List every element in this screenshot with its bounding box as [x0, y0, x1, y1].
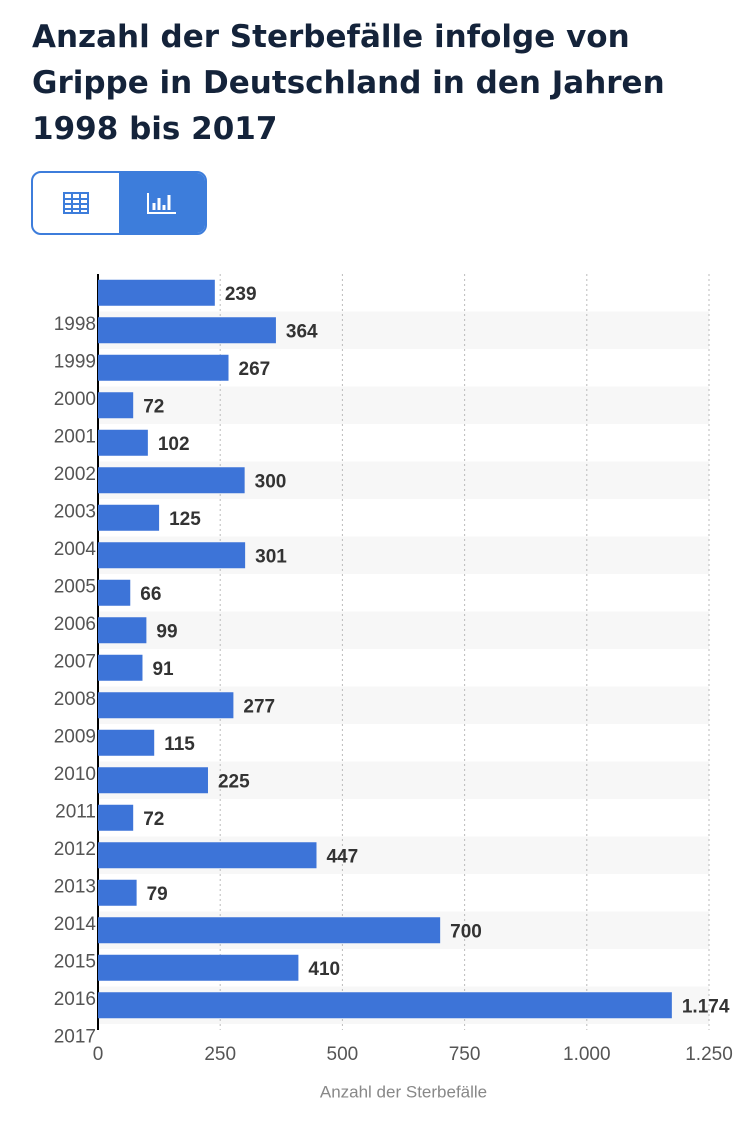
value-label: 1.174: [682, 996, 730, 1017]
value-label: 72: [143, 809, 164, 830]
chart-view-button[interactable]: [119, 173, 205, 233]
row-stripe: [98, 386, 709, 424]
y-tick-label: 2015: [54, 951, 96, 972]
y-tick-label: 2017: [54, 1026, 96, 1047]
bar: [98, 767, 208, 794]
y-tick-label: 1998: [54, 314, 96, 335]
y-tick-label: 2002: [54, 464, 96, 485]
row-stripe: [98, 611, 709, 649]
y-tick-label: 2007: [54, 651, 96, 672]
bar: [98, 504, 160, 531]
value-label: 447: [326, 846, 358, 867]
chart-title: Anzahl der Sterbefälle infolge von Gripp…: [32, 19, 665, 147]
x-tick-label: 1.000: [563, 1044, 611, 1065]
y-tick-label: 2014: [54, 914, 97, 935]
x-tick-label: 0: [93, 1044, 104, 1065]
y-tick-label: 2011: [55, 801, 96, 822]
y-tick-label: 2013: [54, 876, 96, 897]
value-label: 91: [152, 659, 174, 680]
bar: [98, 467, 245, 494]
bar: [98, 354, 229, 381]
value-label: 239: [225, 284, 257, 305]
x-tick-label: 750: [449, 1044, 481, 1065]
y-tick-label: 2008: [54, 689, 96, 710]
x-tick-label: 250: [204, 1044, 236, 1065]
value-label: 300: [255, 471, 287, 492]
value-label: 301: [255, 546, 287, 567]
x-tick-label: 1.250: [685, 1044, 733, 1065]
y-tick-label: 2003: [54, 501, 96, 522]
bar: [98, 842, 317, 869]
y-tick-label: 2000: [54, 389, 96, 410]
y-tick-label: 2001: [54, 426, 96, 447]
bar: [98, 692, 234, 719]
y-tick-label: 1999: [54, 351, 96, 372]
bar: [98, 917, 441, 944]
bar: [98, 879, 137, 906]
bar: [98, 804, 134, 831]
value-label: 125: [169, 509, 201, 530]
value-label: 267: [239, 359, 271, 380]
value-label: 99: [156, 621, 177, 642]
value-label: 410: [308, 959, 340, 980]
y-tick-label: 2012: [54, 839, 96, 860]
y-tick-label: 2005: [54, 576, 96, 597]
x-axis-label: Anzahl der Sterbefälle: [320, 1082, 487, 1101]
bar: [98, 654, 143, 681]
y-tick-label: 2009: [54, 726, 96, 747]
bar: [98, 729, 155, 756]
y-tick-label: 2016: [54, 989, 96, 1010]
value-label: 225: [218, 771, 250, 792]
y-tick-label: 2006: [54, 614, 96, 635]
x-tick-label: 500: [327, 1044, 359, 1065]
bar: [98, 617, 147, 644]
value-label: 79: [147, 884, 168, 905]
view-toggle: [31, 171, 207, 235]
table-icon: [63, 192, 89, 214]
y-tick-label: 2004: [54, 539, 97, 560]
y-tick-label: 2010: [54, 764, 96, 785]
bar: [98, 317, 276, 344]
value-label: 72: [143, 396, 164, 417]
bar: [98, 392, 134, 419]
value-label: 277: [243, 696, 275, 717]
value-label: 102: [158, 434, 190, 455]
bar: [98, 542, 246, 569]
value-label: 115: [164, 734, 195, 755]
value-label: 66: [140, 584, 161, 605]
bar: [98, 429, 148, 456]
bar: [98, 279, 215, 306]
chart-icon: [147, 193, 176, 214]
bar: [98, 954, 299, 981]
bar: [98, 579, 131, 606]
value-label: 364: [286, 321, 318, 342]
value-label: 700: [450, 921, 482, 942]
table-view-button[interactable]: [33, 173, 119, 233]
bar: [98, 992, 672, 1019]
